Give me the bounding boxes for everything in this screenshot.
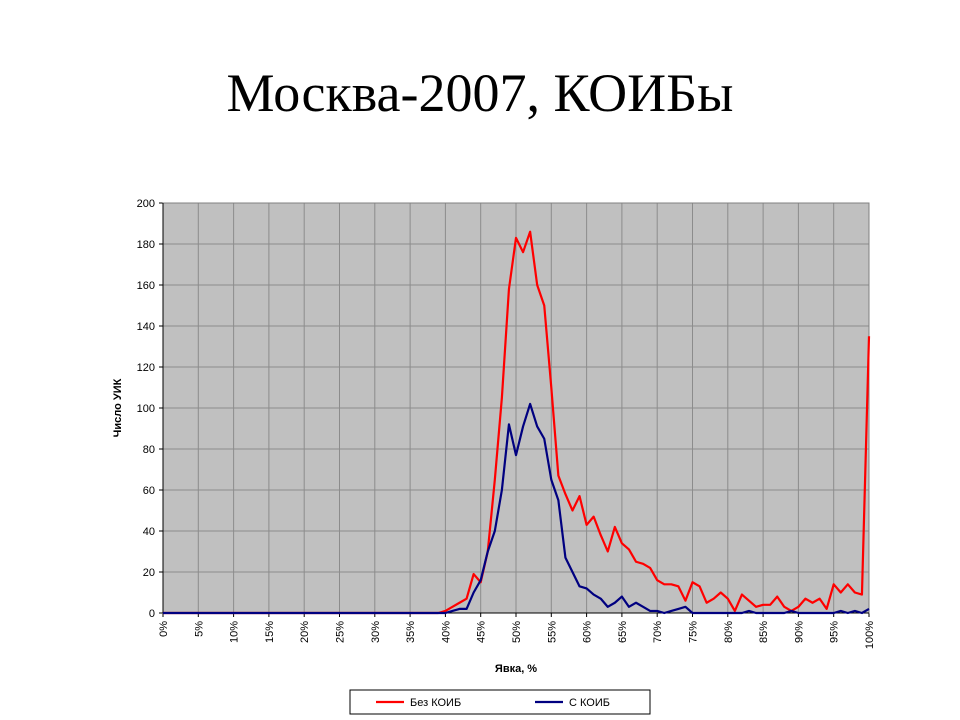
x-axis-title: Явка, % [495, 663, 537, 675]
x-tick-label: 25% [335, 621, 347, 643]
x-tick-label: 55% [546, 621, 558, 643]
x-tick-label: 0% [158, 621, 170, 637]
slide-title: Москва-2007, КОИБы [226, 63, 734, 123]
y-tick-label: 0 [149, 608, 155, 620]
x-tick-label: 15% [264, 621, 276, 643]
series-line-s-koib [163, 402, 870, 615]
x-tick-label: 10% [229, 621, 241, 643]
x-tick-label: 5% [193, 621, 205, 637]
legend-label-s-koib: С КОИБ [569, 697, 610, 709]
y-tick-label: 180 [137, 239, 155, 251]
y-tick-label: 160 [137, 280, 155, 292]
x-tick-label: 65% [617, 621, 629, 643]
x-tick-label: 75% [688, 621, 700, 643]
y-tick-label: 200 [137, 198, 155, 210]
legend-label-bez-koib: Без КОИБ [410, 697, 461, 709]
x-tick-label: 60% [582, 621, 594, 643]
x-tick-label: 80% [723, 621, 735, 643]
x-tick-label: 70% [652, 621, 664, 643]
y-tick-label: 60 [143, 485, 155, 497]
x-tick-label: 90% [793, 621, 805, 643]
y-tick-label: 20 [143, 567, 155, 579]
y-tick-label: 120 [137, 362, 155, 374]
y-axis-title: Число УИК [112, 378, 124, 437]
gridlines [163, 202, 870, 613]
x-tick-label: 45% [476, 621, 488, 643]
x-tick-label: 100% [864, 621, 876, 649]
x-tick-label: 30% [370, 621, 382, 643]
x-tick-label: 85% [758, 621, 770, 643]
x-tick-label: 50% [511, 621, 523, 643]
series-lines [163, 230, 871, 615]
y-tick-label: 40 [143, 526, 155, 538]
x-tick-label: 40% [440, 621, 452, 643]
x-tick-label: 95% [829, 621, 841, 643]
x-tick-label: 35% [405, 621, 417, 643]
y-tick-label: 140 [137, 321, 155, 333]
x-tick-label: 20% [299, 621, 311, 643]
y-tick-label: 80 [143, 444, 155, 456]
legend: Без КОИБ С КОИБ [349, 689, 651, 715]
y-tick-label: 100 [137, 403, 155, 415]
